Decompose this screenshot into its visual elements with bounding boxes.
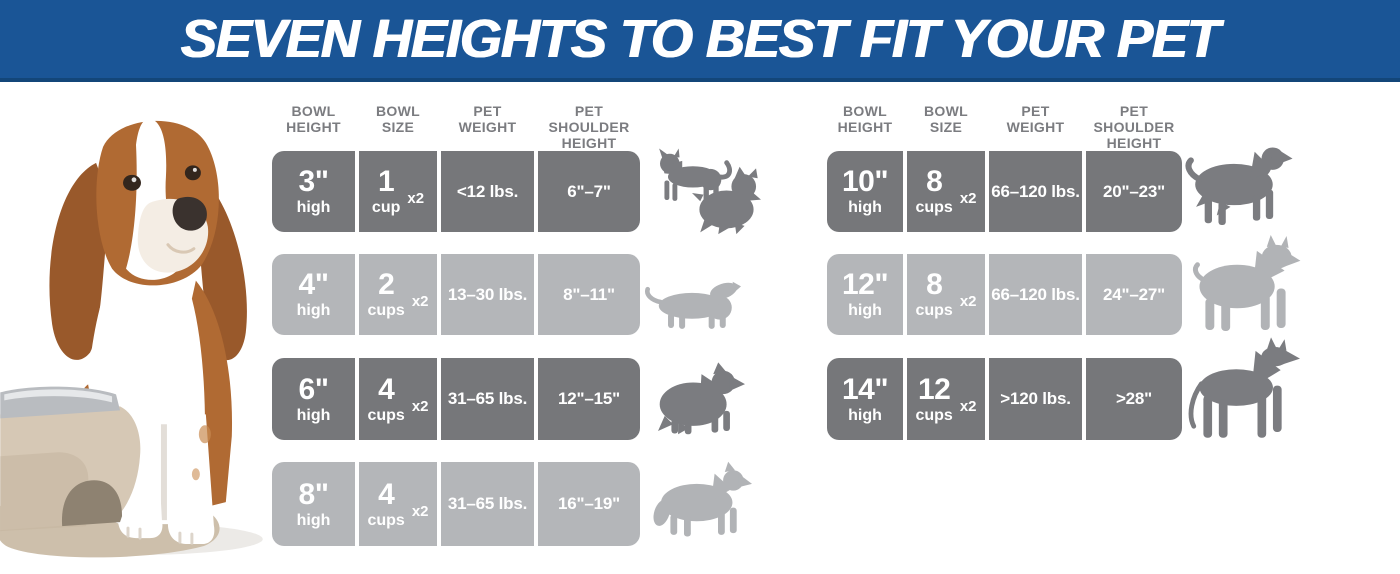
bowl-size-cell: 4 cups x2 bbox=[359, 358, 437, 440]
pet-weight-cell: 66–120 lbs. bbox=[989, 151, 1082, 232]
bowl-height-value: 6" bbox=[298, 372, 329, 406]
pet-weight-cell: <12 lbs. bbox=[441, 151, 534, 232]
bowl-multiplier: x2 bbox=[959, 293, 977, 310]
pet-weight-cell: >120 lbs. bbox=[989, 358, 1082, 440]
australian-shepherd-icon bbox=[653, 355, 745, 440]
pet-weight-cell: 31–65 lbs. bbox=[441, 358, 534, 440]
pet-weight-cell: 31–65 lbs. bbox=[441, 462, 534, 546]
bowl-height-cell: 8" high bbox=[272, 462, 355, 546]
bowl-height-value: 14" bbox=[841, 372, 889, 406]
bowl-size-cell: 12 cups x2 bbox=[907, 358, 985, 440]
bowl-height-cell: 10" high bbox=[827, 151, 903, 232]
bowl-height-cell: 4" high bbox=[272, 254, 355, 335]
bowl-height-value: 4" bbox=[298, 268, 329, 301]
column-header-bowl-height: BOWL HEIGHT bbox=[837, 103, 893, 136]
shoulder-height-cell: >28" bbox=[1086, 358, 1182, 440]
shoulder-height-cell: 8"–11" bbox=[538, 254, 640, 335]
bowl-size-cell: 1 cup x2 bbox=[359, 151, 437, 232]
bowl-size-cell: 4 cups x2 bbox=[359, 462, 437, 546]
basset-hound-photo bbox=[0, 85, 270, 574]
column-header-bowl-height: BOWL HEIGHT bbox=[286, 103, 341, 136]
shoulder-height-cell: 24"–27" bbox=[1086, 254, 1182, 335]
collie-icon bbox=[650, 459, 752, 541]
bowl-height-value: 8" bbox=[298, 477, 329, 511]
bowl-multiplier: x2 bbox=[959, 190, 977, 207]
table-row: 8" high 4 cups x2 31–65 lbs. 16"–19" bbox=[272, 462, 640, 546]
column-header-shoulder-height: PET SHOULDER HEIGHT bbox=[548, 103, 630, 152]
bowl-size-cell: 8 cups x2 bbox=[907, 151, 985, 232]
bowl-height-cell: 3" high bbox=[272, 151, 355, 232]
bowl-height-cell: 14" high bbox=[827, 358, 903, 440]
bowl-size-value: 12 bbox=[917, 372, 951, 406]
right-table-header-row: BOWL HEIGHT BOWL SIZE PET WEIGHT PET SHOULD… bbox=[827, 103, 1182, 151]
bowl-size-value: 4 bbox=[378, 477, 395, 511]
shoulder-height-cell: 6"–7" bbox=[538, 151, 640, 232]
bowl-size-value: 2 bbox=[378, 268, 395, 301]
table-row: 4" high 2 cups x2 13–30 lbs. 8"–11" bbox=[272, 254, 640, 335]
great-dane-icon bbox=[1186, 335, 1300, 444]
table-row: 6" high 4 cups x2 31–65 lbs. 12"–15" bbox=[272, 358, 640, 440]
shoulder-height-cell: 12"–15" bbox=[538, 358, 640, 440]
column-header-pet-weight: PET WEIGHT bbox=[1006, 103, 1065, 136]
left-table-header-row: BOWL HEIGHT BOWL SIZE PET WEIGHT PET SHOULD… bbox=[272, 103, 640, 151]
column-header-bowl-size: BOWL SIZE bbox=[376, 103, 420, 136]
bowl-height-value: 12" bbox=[841, 268, 889, 301]
bowl-size-value: 8 bbox=[926, 268, 943, 301]
dachshund-icon bbox=[644, 274, 741, 332]
column-header-shoulder-height: PET SHOULDER HEIGHT bbox=[1093, 103, 1175, 152]
bowl-size-value: 4 bbox=[378, 372, 395, 406]
bowl-height-value: 10" bbox=[841, 165, 889, 198]
column-header-bowl-size: BOWL SIZE bbox=[924, 103, 968, 136]
bowl-height-value: 3" bbox=[298, 165, 329, 198]
bowl-size-value: 8 bbox=[926, 165, 943, 198]
boxer-icon bbox=[1189, 235, 1301, 334]
table-row: 12" high 8 cups x2 66–120 lbs. 24"–27" bbox=[827, 254, 1182, 335]
bowl-height-cell: 6" high bbox=[272, 358, 355, 440]
yorkshire-terrier-icon bbox=[692, 162, 770, 238]
cat-icon bbox=[652, 147, 732, 205]
table-row: 3" high 1 cup x2 <12 lbs. 6"–7" bbox=[272, 151, 640, 232]
shoulder-height-cell: 16"–19" bbox=[538, 462, 640, 546]
column-header-pet-weight: PET WEIGHT bbox=[458, 103, 517, 136]
pet-weight-cell: 66–120 lbs. bbox=[989, 254, 1082, 335]
table-row: 14" high 12 cups x2 >120 lbs. >28" bbox=[827, 358, 1182, 440]
bowl-multiplier: x2 bbox=[411, 293, 429, 310]
bowl-multiplier: x2 bbox=[411, 502, 429, 520]
table-row: 10" high 8 cups x2 66–120 lbs. 20"–23" bbox=[827, 151, 1182, 232]
banner: SEVEN HEIGHTS TO BEST FIT YOUR PET bbox=[0, 0, 1400, 82]
page-title: SEVEN HEIGHTS TO BEST FIT YOUR PET bbox=[180, 9, 1220, 69]
basset-hound-illustration bbox=[0, 118, 263, 558]
bowl-multiplier: x2 bbox=[959, 397, 977, 415]
bowl-multiplier: x2 bbox=[407, 190, 425, 207]
golden-retriever-icon bbox=[1184, 138, 1296, 231]
bowl-size-cell: 2 cups x2 bbox=[359, 254, 437, 335]
elevated-pet-bowl bbox=[0, 386, 141, 532]
bowl-height-cell: 12" high bbox=[827, 254, 903, 335]
bowl-size-value: 1 bbox=[378, 165, 395, 198]
pet-weight-cell: 13–30 lbs. bbox=[441, 254, 534, 335]
shoulder-height-cell: 20"–23" bbox=[1086, 151, 1182, 232]
bowl-multiplier: x2 bbox=[411, 397, 429, 415]
bowl-size-cell: 8 cups x2 bbox=[907, 254, 985, 335]
